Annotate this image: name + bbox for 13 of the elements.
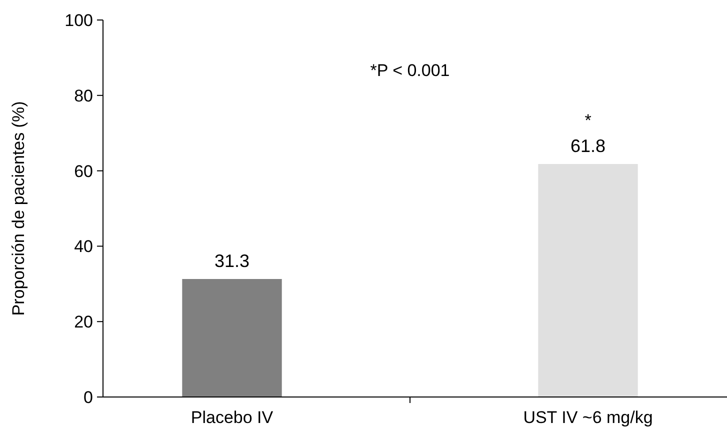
data-label: 61.8 (570, 136, 606, 156)
annotation: *P < 0.001 (370, 61, 450, 80)
y-tick-label: 100 (64, 10, 93, 30)
y-tick-label: 60 (74, 162, 93, 181)
y-tick-label: 80 (74, 86, 93, 106)
x-tick-label: UST IV ~6 mg/kg (523, 408, 653, 427)
data-label: 31.3 (214, 251, 250, 271)
y-tick-label: 20 (74, 312, 93, 332)
y-axis-title: Proporción de pacientes (%) (9, 101, 28, 316)
annotation: * (584, 111, 592, 130)
x-tick-label: Placebo IV (190, 408, 274, 427)
y-tick-label: 40 (74, 237, 93, 256)
y-tick-label: 0 (84, 388, 93, 407)
